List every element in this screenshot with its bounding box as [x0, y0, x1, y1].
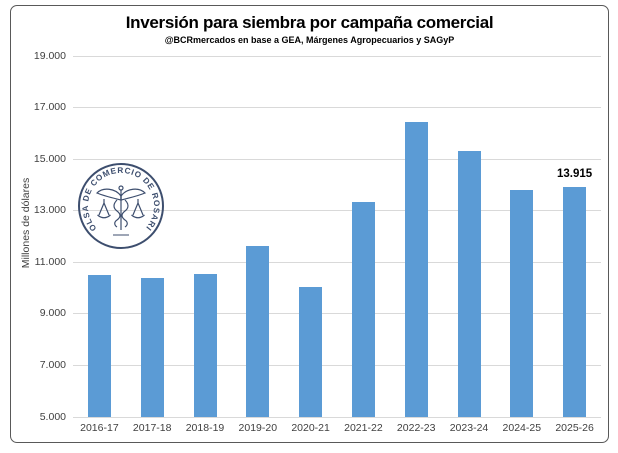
x-tick-label: 2021-22: [344, 422, 383, 434]
bar: [299, 286, 323, 417]
bar: [193, 273, 217, 417]
chart-subtitle: @BCRmercados en base a GEA, Márgenes Agr…: [164, 35, 455, 45]
x-tick-label: 2024-25: [502, 422, 542, 434]
gridline: [73, 313, 601, 315]
bar: [404, 121, 428, 417]
x-tick-label: 2023-24: [449, 422, 489, 434]
y-axis: 5.000 7.000 9.000 11.000 13.000 15.000 17.000 1…: [11, 50, 66, 423]
x-axis: 2016-17 2017-18 2018-19 2019-20 2020-21 2021-…: [73, 422, 601, 438]
x-tick-label: 2020-21: [291, 422, 330, 434]
y-tick-label: 17.000: [33, 101, 66, 114]
plot-area: 13.915: [73, 55, 601, 418]
bar: [457, 151, 481, 417]
x-tick-label: 2018-19: [185, 422, 225, 434]
bar: [140, 277, 164, 417]
gridline: [73, 364, 601, 366]
x-tick-label: 2019-20: [238, 422, 278, 434]
bar: [510, 190, 534, 417]
chart-frame: Inversión para siembra por campaña comer…: [10, 5, 609, 443]
y-tick-label: 7.000: [39, 358, 66, 371]
bcr-seal-logo: BOLSA DE COMERCIO DE ROSARIO: [77, 162, 164, 249]
y-tick-label: 15.000: [33, 152, 66, 165]
gridline: [73, 158, 601, 160]
caduceus-icon: [95, 185, 147, 236]
bar: [563, 187, 587, 417]
x-tick-label: 2017-18: [132, 422, 172, 434]
y-tick-label: 11.000: [34, 255, 66, 268]
gridline: [73, 261, 601, 263]
gridline: [73, 416, 601, 418]
x-tick-label: 2022-23: [396, 422, 436, 434]
chart-title: Inversión para siembra por campaña comer…: [125, 13, 494, 32]
gridline: [73, 55, 601, 57]
gridline: [73, 210, 601, 212]
bar-value-label: 13.915: [556, 168, 593, 181]
bar: [351, 201, 375, 417]
y-tick-label: 19.000: [33, 49, 66, 62]
bar: [246, 245, 270, 417]
logo-outer-ring: [78, 163, 164, 249]
y-tick-label: 13.000: [33, 204, 66, 217]
gridline: [73, 107, 601, 109]
bar: [87, 275, 111, 417]
x-tick-label: 2016-17: [80, 422, 119, 434]
logo-curved-text: BOLSA DE COMERCIO DE ROSARIO: [77, 162, 161, 233]
x-tick-label: 2025-26: [555, 422, 594, 434]
y-tick-label: 5.000: [39, 410, 66, 423]
y-tick-label: 9.000: [39, 307, 66, 320]
